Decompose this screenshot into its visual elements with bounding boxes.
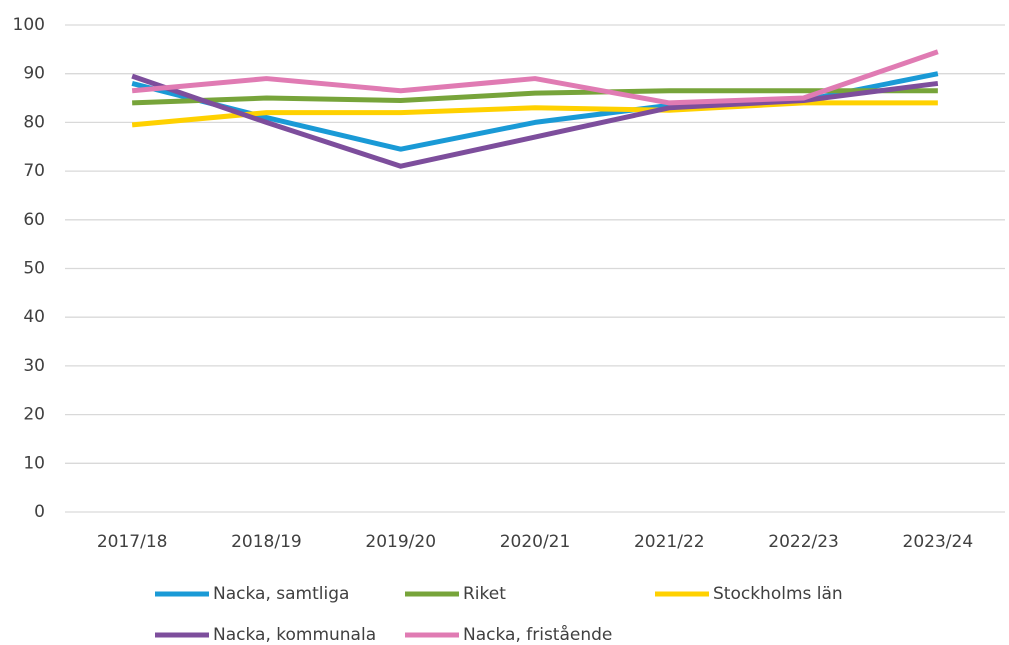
y-tick-label: 10 — [23, 453, 45, 473]
x-tick-label: 2018/19 — [231, 532, 302, 552]
series-line — [131, 49, 939, 106]
x-tick-label: 2022/23 — [768, 532, 839, 552]
legend-label: Nacka, samtliga — [213, 584, 349, 604]
x-tick-label: 2020/21 — [500, 532, 571, 552]
y-tick-label: 30 — [23, 356, 45, 376]
x-tick-label: 2017/18 — [97, 532, 168, 552]
legend-label: Stockholms län — [713, 584, 843, 604]
y-tick-label: 100 — [13, 15, 45, 35]
y-tick-label: 80 — [23, 112, 45, 132]
y-tick-label: 90 — [23, 64, 45, 84]
y-tick-label: 70 — [23, 161, 45, 181]
legend-label: Nacka, fristående — [463, 624, 612, 645]
series-line — [132, 88, 938, 106]
y-tick-label: 20 — [23, 405, 45, 425]
x-tick-label: 2021/22 — [634, 532, 705, 552]
legend-label: Riket — [463, 584, 506, 604]
legend-label: Nacka, kommunala — [213, 625, 376, 645]
y-tick-label: 0 — [34, 502, 45, 522]
y-tick-label: 40 — [23, 307, 45, 327]
y-tick-label: 50 — [23, 259, 45, 279]
y-tick-label: 60 — [23, 210, 45, 230]
x-tick-label: 2023/24 — [903, 532, 974, 552]
x-tick-label: 2019/20 — [365, 532, 436, 552]
